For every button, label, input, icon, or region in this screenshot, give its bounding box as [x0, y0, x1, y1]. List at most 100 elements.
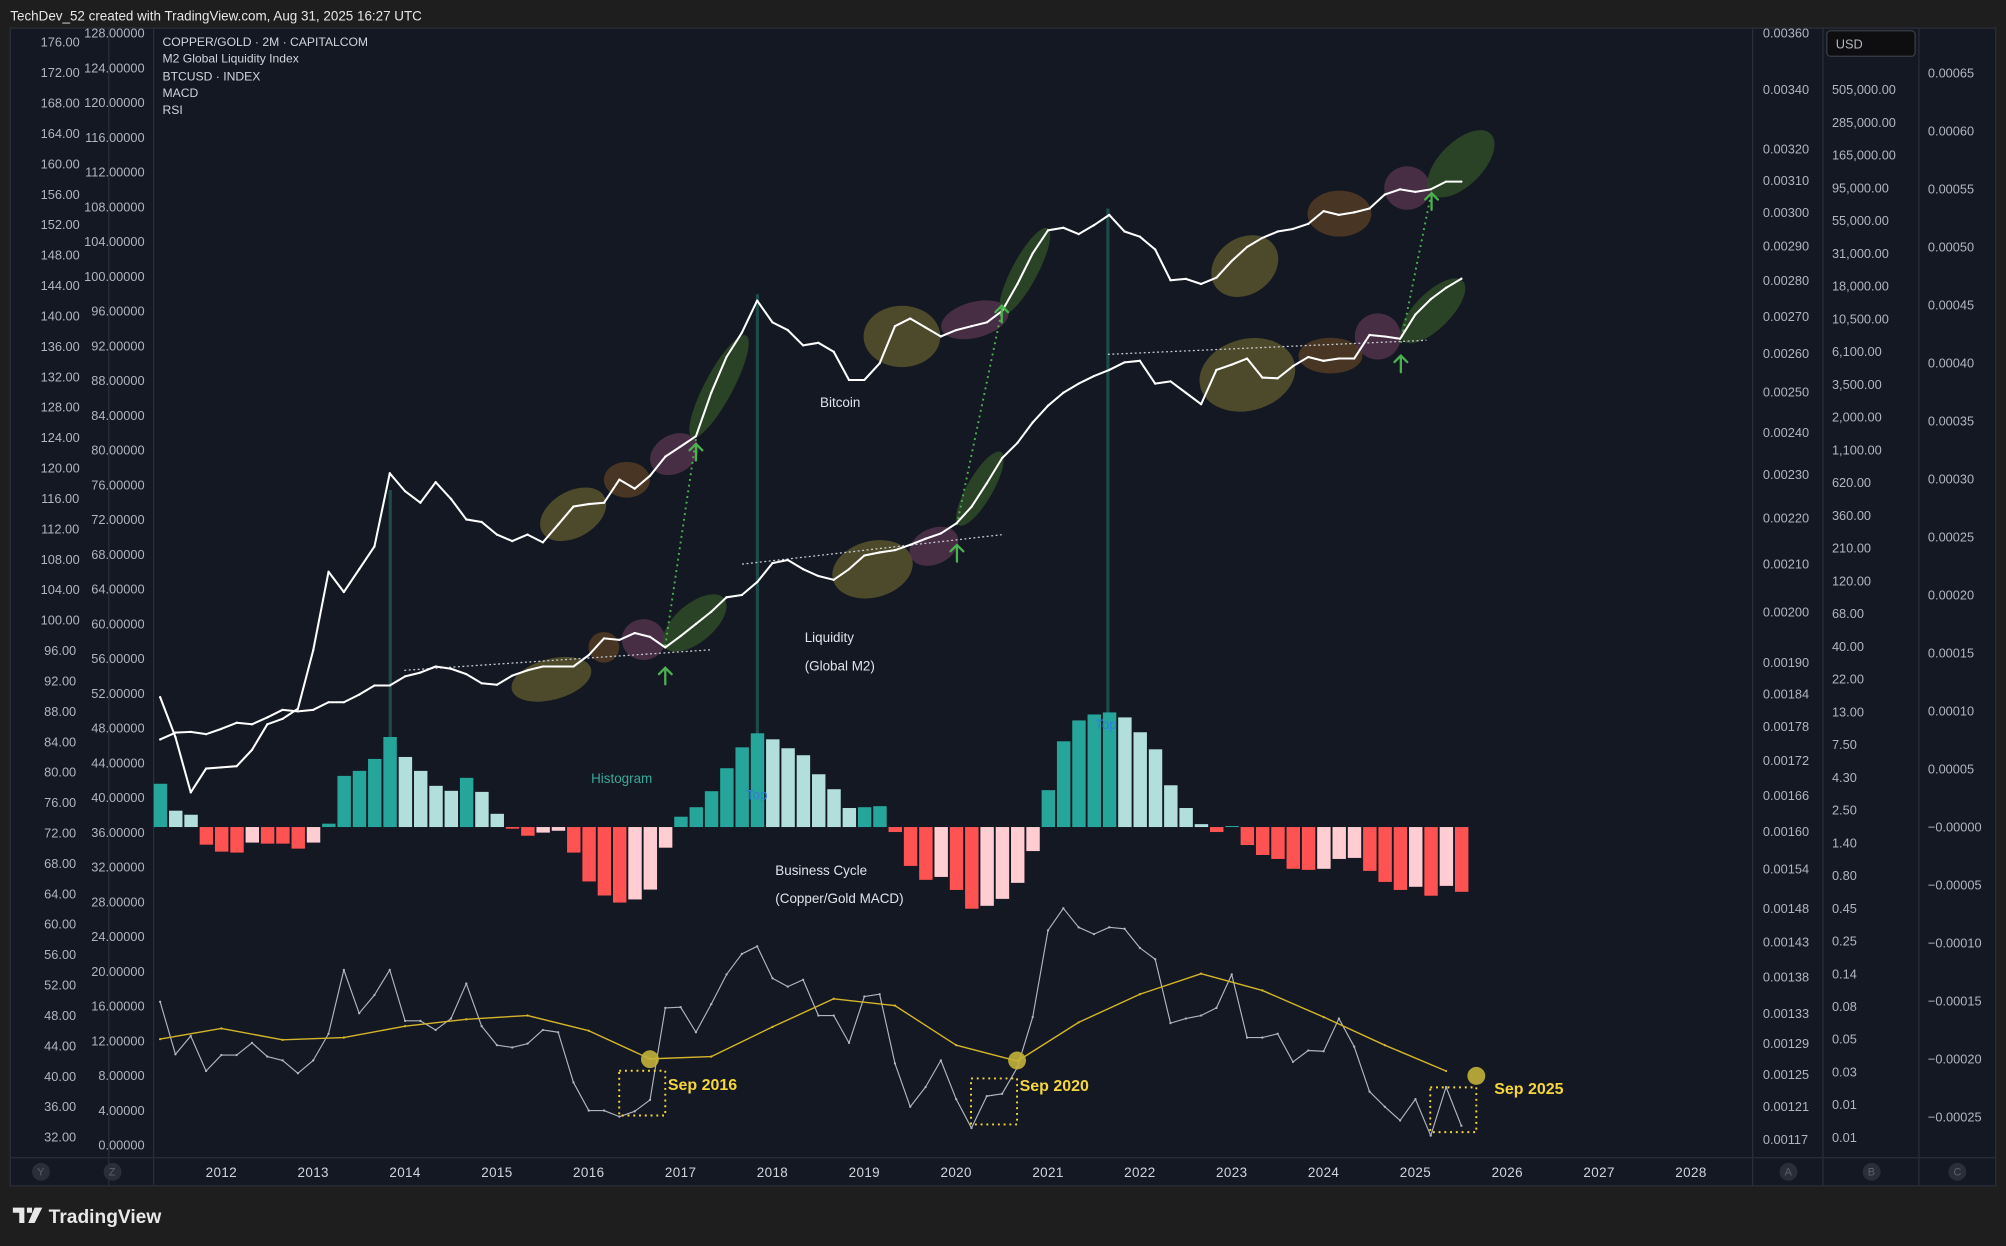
right-axis-a-tick: 0.00310 [1763, 173, 1809, 188]
highlight-ellipse [1211, 235, 1279, 297]
liquidity-point [357, 693, 361, 696]
up-arrow-icon [1393, 354, 1409, 374]
liquidity-point [388, 684, 391, 687]
left-axis-2[interactable]: 128.00000 124.00000 120.00000 116.00000 112.… [84, 26, 144, 1153]
rsi-point [863, 995, 866, 998]
legend-btcusd[interactable]: BTCUSD · INDEX [163, 70, 261, 84]
right-axis-a[interactable]: 0.00360 0.00340 0.00320 0.00310 0.00300 0.002… [1763, 26, 1809, 1147]
left-axis-1-tick: 152.00 [41, 217, 80, 232]
left-axis-1-tick: 80.00 [44, 765, 76, 780]
currency-label: USD [1836, 37, 1863, 52]
histogram-bar [322, 823, 336, 828]
liquidity-point [847, 568, 851, 571]
bitcoin-point [618, 478, 621, 481]
highlight-ellipse [956, 451, 1004, 526]
histogram-bar [934, 827, 948, 877]
liquidity-point [740, 593, 744, 597]
bitcoin-point [740, 331, 744, 334]
time-axis-tick: 2028 [1675, 1165, 1706, 1180]
right-axis-b-usd[interactable]: 505,000.00 285,000.00 165,000.00 95,000.00 5… [1832, 82, 1896, 1145]
chart-frame [9, 27, 1997, 1187]
legend-m2-liquidity[interactable]: M2 Global Liquidity Index [163, 52, 299, 66]
rsi-point [985, 1094, 988, 1098]
time-axis-tick: 2027 [1583, 1165, 1614, 1180]
histogram-bar [245, 827, 260, 843]
left-axis-1-tick: 144.00 [41, 278, 80, 293]
left-axis-1-tick: 36.00 [44, 1099, 76, 1114]
bitcoin-point [985, 321, 988, 324]
left-axis-1-tick: 160.00 [41, 156, 80, 171]
bitcoin-point [878, 362, 881, 365]
right-axis-b-tick: 22.00 [1832, 672, 1864, 687]
liquidity-point [664, 646, 667, 649]
time-axis[interactable]: 2012 2013 2014 2015 2016 2017 2018 2019 2020 2021… [206, 1165, 1707, 1180]
histogram-bar [857, 807, 872, 828]
liquidity-point [786, 558, 789, 562]
left-axis-2-tick: 84.00000 [91, 408, 144, 423]
histogram-bar [704, 791, 719, 828]
left-axis-1-tick: 76.00 [44, 795, 76, 810]
legend-macd[interactable]: MACD [163, 86, 199, 100]
rsi-point [817, 1014, 820, 1017]
histogram-bar [735, 747, 749, 828]
badge-a[interactable] [1779, 1162, 1798, 1181]
right-axis-b-tick: 6,100.00 [1832, 344, 1882, 359]
rsi-ma-point [526, 1014, 529, 1017]
label-business-cycle: Business Cycle [775, 863, 867, 878]
right-axis-a-tick: 0.00154 [1763, 862, 1809, 877]
histogram-bar [459, 777, 474, 828]
up-arrows [657, 191, 1440, 686]
bitcoin-point [1169, 279, 1172, 282]
rsi-ma-point [465, 1018, 468, 1021]
bitcoin-point [756, 299, 759, 302]
badge-b[interactable] [1862, 1162, 1881, 1181]
bitcoin-point [679, 445, 682, 448]
rsi-ma-point [1383, 1044, 1386, 1047]
left-axis-1-tick: 96.00 [44, 643, 76, 658]
liquidity-point [1429, 298, 1432, 301]
bitcoin-point [1398, 188, 1402, 191]
right-axis-c-tick: 0.00020 [1928, 587, 1974, 602]
rsi-point [1353, 1045, 1356, 1048]
histogram-bar [903, 827, 918, 866]
right-axis-c-tick: 0.00050 [1928, 239, 1974, 254]
liquidity-point [480, 682, 483, 685]
rsi-ma-point [1322, 1015, 1325, 1019]
left-axis-1[interactable]: 176.00 172.00 168.00 164.00 160.00 156.00 152.… [41, 35, 80, 1145]
label-top-1: Top [746, 788, 768, 803]
rsi-point [786, 985, 789, 988]
rsi-ma-point [1138, 993, 1142, 996]
right-axis-b-tick: 0.25 [1832, 934, 1857, 949]
bitcoin-point [1154, 248, 1157, 251]
rsi-point [1199, 1014, 1203, 1017]
currency-button[interactable]: USD [1826, 30, 1916, 57]
left-axis-2-tick: 40.00000 [91, 790, 144, 805]
badge-c[interactable] [1948, 1162, 1967, 1181]
tradingview-logo[interactable]: TradingView [12, 1207, 161, 1228]
legend-rsi[interactable]: RSI [163, 103, 183, 117]
histogram-bar [995, 827, 1010, 899]
liquidity-point [342, 701, 345, 704]
right-axis-b-tick: 4.30 [1832, 770, 1857, 785]
liquidity-point [985, 482, 988, 485]
bitcoin-point [1215, 276, 1218, 279]
rsi-point [694, 1031, 698, 1034]
highlight-ellipse [909, 526, 959, 566]
rsi-point [557, 1031, 560, 1034]
right-axis-c[interactable]: 0.00065 0.00060 0.00055 0.00050 0.00045 0.000… [1928, 65, 1982, 1124]
liquidity-point [158, 738, 162, 741]
legend-copper-gold[interactable]: COPPER/GOLD · 2M · CAPITALCOM [163, 35, 369, 49]
time-axis-tick: 2026 [1492, 1165, 1523, 1180]
histogram-bar [1118, 717, 1132, 828]
liquidity-point [1199, 403, 1203, 406]
badge-z[interactable] [103, 1162, 122, 1181]
crossover-marker [1467, 1066, 1486, 1085]
label-top-2: Top [1095, 717, 1117, 732]
badge-y[interactable] [32, 1162, 50, 1181]
bitcoin-point [786, 328, 789, 332]
label-business-cycle-sub: (Copper/Gold MACD) [775, 891, 903, 906]
left-axis-1-tick: 104.00 [41, 582, 80, 597]
rsi-point [327, 1032, 330, 1035]
left-axis-1-tick: 32.00 [44, 1130, 76, 1145]
bitcoin-point [342, 590, 345, 594]
